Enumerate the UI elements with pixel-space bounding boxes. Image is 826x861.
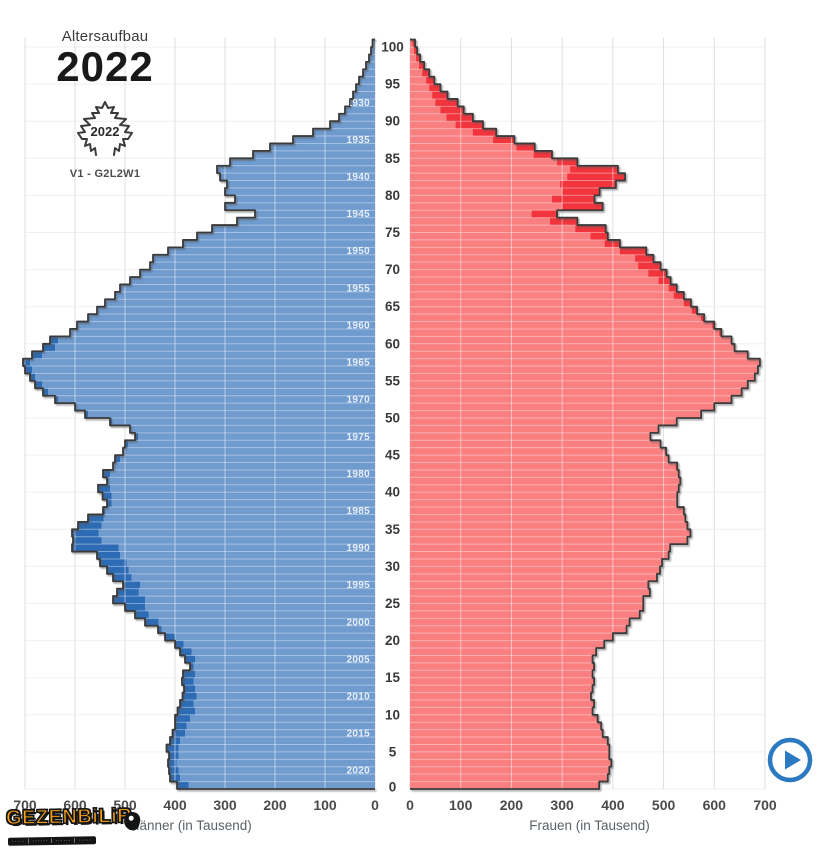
chart-year-title: 2022 — [56, 43, 154, 90]
svg-text:55: 55 — [385, 373, 401, 388]
svg-text:0: 0 — [389, 780, 397, 795]
female-series — [410, 38, 761, 790]
svg-text:45: 45 — [385, 448, 401, 463]
male-axis-caption: Männer (in Tausend) — [128, 818, 252, 833]
svg-text:1945: 1945 — [347, 209, 371, 220]
svg-text:1975: 1975 — [347, 432, 371, 443]
svg-text:5: 5 — [389, 744, 397, 759]
svg-text:1980: 1980 — [347, 469, 371, 480]
svg-text:1970: 1970 — [347, 395, 371, 406]
svg-text:2005: 2005 — [347, 654, 371, 665]
svg-text:2020: 2020 — [347, 766, 371, 777]
female-axis-caption: Frauen (in Tausend) — [529, 818, 650, 833]
svg-text:75: 75 — [385, 225, 401, 240]
svg-text:50: 50 — [385, 411, 400, 426]
svg-text:700: 700 — [753, 797, 777, 813]
play-button[interactable] — [766, 736, 814, 784]
male-series-outline — [22, 38, 375, 790]
svg-text:400: 400 — [601, 797, 625, 813]
svg-text:2015: 2015 — [347, 729, 371, 740]
svg-text:1935: 1935 — [347, 135, 371, 146]
svg-text:65: 65 — [385, 299, 401, 314]
svg-text:500: 500 — [652, 797, 676, 813]
play-icon — [767, 737, 813, 783]
svg-text:40: 40 — [385, 485, 400, 500]
female-series-outline — [410, 38, 761, 790]
svg-text:1955: 1955 — [347, 283, 371, 294]
svg-text:600: 600 — [63, 797, 87, 813]
svg-text:1985: 1985 — [347, 506, 371, 517]
svg-text:200: 200 — [500, 797, 524, 813]
svg-text:1965: 1965 — [347, 358, 371, 369]
female-series-surplus-tips — [412, 39, 722, 470]
svg-text:1940: 1940 — [347, 172, 371, 183]
svg-text:1960: 1960 — [347, 320, 371, 331]
svg-text:0: 0 — [371, 797, 379, 813]
svg-text:500: 500 — [113, 797, 137, 813]
svg-text:25: 25 — [385, 596, 401, 611]
chart-header: Altersaufbau 2022 2022 V1 - G2L2W1 — [40, 28, 170, 180]
svg-text:400: 400 — [163, 797, 187, 813]
svg-text:100: 100 — [313, 797, 337, 813]
female-series-area — [410, 39, 760, 789]
svg-text:90: 90 — [385, 114, 400, 129]
svg-text:600: 600 — [703, 797, 727, 813]
watermark-tagline: ····· | ······ | ······ | ····· — [7, 836, 96, 846]
svg-text:1990: 1990 — [347, 543, 371, 554]
watermark-title: GEZENBiLiR — [5, 804, 133, 830]
svg-text:2010: 2010 — [347, 692, 371, 703]
svg-text:300: 300 — [550, 797, 574, 813]
svg-text:95: 95 — [385, 77, 401, 92]
birth-year-labels: 1930 1935 1940 1945 1950 1955 1960 1965 1970 1975… — [347, 98, 371, 777]
svg-text:2000: 2000 — [347, 617, 371, 628]
svg-text:700: 700 — [13, 797, 37, 813]
svg-text:10: 10 — [385, 707, 400, 722]
age-axis-labels: 0 5 10 15 20 25 30 35 40 45 50 55 60 65 70 75 80 85 90 95 10… — [381, 40, 404, 795]
svg-text:1950: 1950 — [347, 246, 371, 257]
pyramid-badge-icon: 2022 — [40, 99, 170, 166]
value-axis-labels: 0 0 100 100 200 200 300 300 400 400 500 500 600 600 70… — [13, 797, 777, 833]
svg-text:60: 60 — [385, 336, 400, 351]
svg-text:15: 15 — [385, 670, 401, 685]
svg-text:30: 30 — [385, 559, 400, 574]
chart-subtitle: Altersaufbau — [61, 28, 149, 45]
svg-text:20: 20 — [385, 633, 400, 648]
male-series-area — [23, 39, 375, 789]
svg-text:70: 70 — [385, 262, 400, 277]
svg-text:100: 100 — [381, 40, 404, 55]
svg-text:1930: 1930 — [347, 98, 371, 109]
svg-text:35: 35 — [385, 522, 401, 537]
badge-year-label: 2022 — [91, 124, 120, 139]
svg-text:200: 200 — [263, 797, 287, 813]
svg-text:85: 85 — [385, 151, 401, 166]
variant-label: V1 - G2L2W1 — [69, 168, 141, 181]
svg-text:300: 300 — [213, 797, 237, 813]
watermark-logo: GEZENBiLiR ····· | ······ | ······ | ···… — [5, 804, 143, 847]
svg-text:100: 100 — [449, 797, 473, 813]
male-series-surplus-tips — [23, 336, 197, 789]
svg-text:1995: 1995 — [347, 580, 371, 591]
svg-text:80: 80 — [385, 188, 400, 203]
svg-text:0: 0 — [406, 797, 414, 813]
